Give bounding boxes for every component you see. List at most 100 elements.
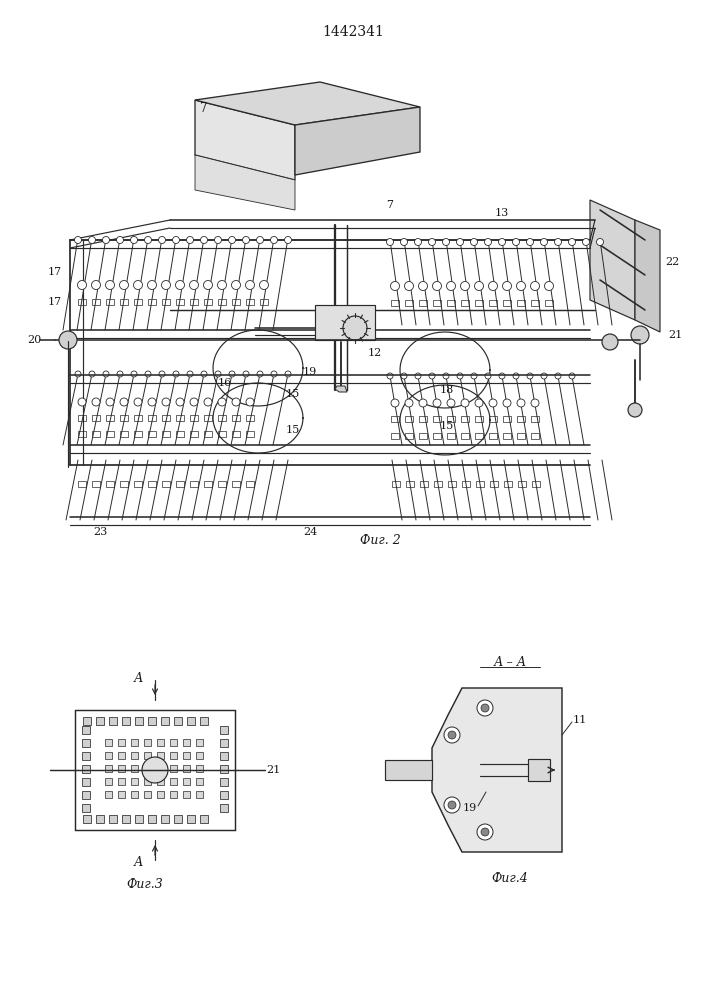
Bar bbox=[148, 717, 156, 725]
Circle shape bbox=[145, 371, 151, 377]
Circle shape bbox=[285, 371, 291, 377]
Bar bbox=[174, 717, 182, 725]
Bar bbox=[131, 791, 138, 798]
Bar bbox=[109, 717, 117, 725]
Bar bbox=[134, 299, 142, 305]
Bar bbox=[131, 778, 138, 785]
Bar bbox=[148, 415, 156, 421]
Circle shape bbox=[568, 238, 575, 245]
Circle shape bbox=[530, 282, 539, 290]
Bar bbox=[118, 765, 125, 772]
Bar bbox=[204, 481, 212, 487]
Circle shape bbox=[419, 282, 428, 290]
Bar bbox=[503, 300, 511, 306]
Bar bbox=[106, 415, 114, 421]
Bar bbox=[82, 739, 90, 747]
Circle shape bbox=[569, 373, 575, 379]
Circle shape bbox=[117, 371, 123, 377]
Bar bbox=[200, 815, 208, 823]
Circle shape bbox=[159, 371, 165, 377]
Circle shape bbox=[134, 398, 142, 406]
Bar bbox=[447, 300, 455, 306]
Circle shape bbox=[78, 398, 86, 406]
Bar bbox=[78, 481, 86, 487]
Bar bbox=[144, 778, 151, 785]
Circle shape bbox=[88, 236, 95, 243]
Bar bbox=[131, 765, 138, 772]
Bar bbox=[183, 778, 190, 785]
Polygon shape bbox=[195, 155, 295, 210]
Circle shape bbox=[74, 236, 81, 243]
Bar bbox=[157, 765, 164, 772]
Bar bbox=[246, 415, 254, 421]
Bar bbox=[420, 481, 428, 487]
Circle shape bbox=[103, 371, 109, 377]
Bar bbox=[190, 481, 198, 487]
Circle shape bbox=[461, 399, 469, 407]
Bar bbox=[122, 815, 130, 823]
Circle shape bbox=[602, 334, 618, 350]
Circle shape bbox=[391, 399, 399, 407]
Circle shape bbox=[245, 280, 255, 290]
Circle shape bbox=[243, 371, 249, 377]
Circle shape bbox=[405, 399, 413, 407]
Bar bbox=[118, 752, 125, 759]
Bar bbox=[517, 433, 525, 439]
Bar bbox=[118, 739, 125, 746]
Circle shape bbox=[343, 316, 367, 340]
Bar bbox=[105, 765, 112, 772]
Circle shape bbox=[489, 399, 497, 407]
Bar bbox=[183, 765, 190, 772]
Circle shape bbox=[415, 373, 421, 379]
Text: 19: 19 bbox=[463, 803, 477, 813]
Bar bbox=[92, 481, 100, 487]
Bar bbox=[405, 416, 413, 422]
Bar bbox=[220, 778, 228, 786]
Bar bbox=[134, 481, 142, 487]
Circle shape bbox=[120, 398, 128, 406]
Bar bbox=[220, 752, 228, 760]
Bar bbox=[162, 299, 170, 305]
Bar bbox=[232, 481, 240, 487]
Bar bbox=[157, 791, 164, 798]
Bar bbox=[218, 299, 226, 305]
Circle shape bbox=[517, 282, 525, 290]
Bar bbox=[176, 299, 184, 305]
Bar bbox=[92, 299, 100, 305]
Bar bbox=[489, 416, 497, 422]
Circle shape bbox=[404, 282, 414, 290]
Bar bbox=[96, 815, 104, 823]
Bar bbox=[503, 433, 511, 439]
Circle shape bbox=[218, 398, 226, 406]
Circle shape bbox=[481, 704, 489, 712]
Circle shape bbox=[204, 280, 213, 290]
Circle shape bbox=[134, 280, 143, 290]
Text: 21: 21 bbox=[668, 330, 682, 340]
Circle shape bbox=[257, 236, 264, 243]
Bar bbox=[162, 481, 170, 487]
Bar bbox=[118, 778, 125, 785]
Bar bbox=[148, 431, 156, 437]
Bar bbox=[260, 299, 268, 305]
Circle shape bbox=[513, 373, 519, 379]
Text: 17: 17 bbox=[48, 297, 62, 307]
Bar bbox=[170, 765, 177, 772]
Bar bbox=[461, 300, 469, 306]
Circle shape bbox=[544, 282, 554, 290]
Circle shape bbox=[142, 757, 168, 783]
Circle shape bbox=[229, 371, 235, 377]
Circle shape bbox=[387, 238, 394, 245]
Text: 7: 7 bbox=[387, 200, 394, 210]
Bar bbox=[232, 431, 240, 437]
Circle shape bbox=[190, 398, 198, 406]
Circle shape bbox=[527, 238, 534, 245]
Circle shape bbox=[105, 280, 115, 290]
Bar bbox=[120, 299, 128, 305]
Circle shape bbox=[218, 280, 226, 290]
Bar bbox=[232, 299, 240, 305]
Bar bbox=[144, 765, 151, 772]
Text: 17: 17 bbox=[48, 267, 62, 277]
Bar bbox=[391, 433, 399, 439]
Bar bbox=[196, 778, 203, 785]
Bar bbox=[144, 739, 151, 746]
